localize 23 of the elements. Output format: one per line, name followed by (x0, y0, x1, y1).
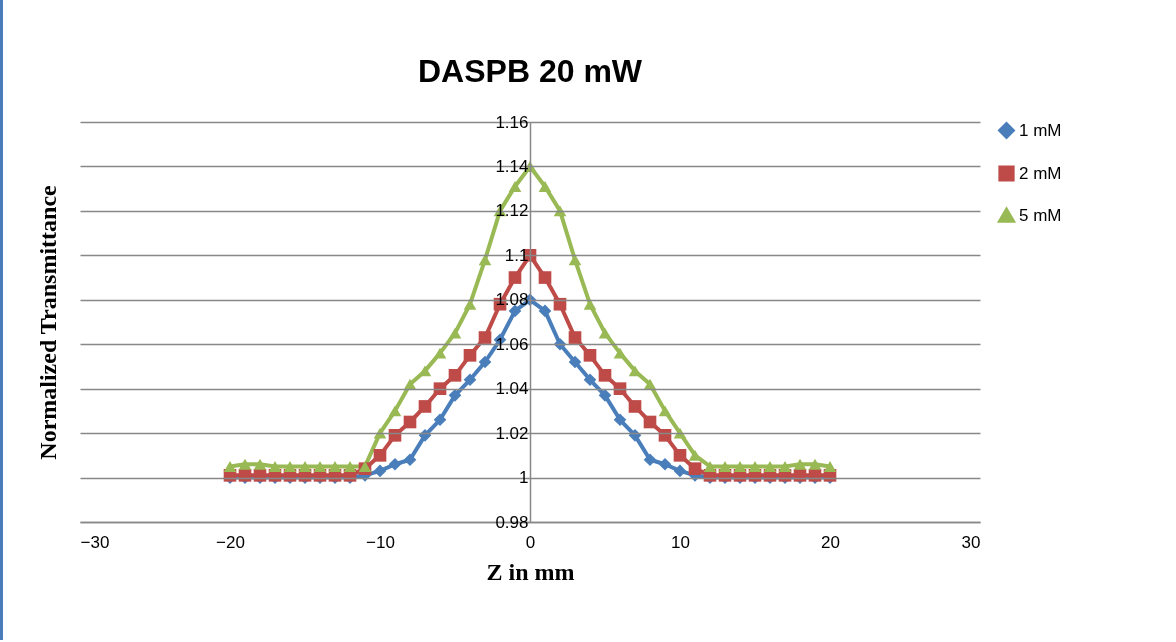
y-tick-label: 0.98 (495, 512, 529, 532)
y-tick-label: 1.02 (495, 423, 529, 443)
x-tick-label: 10 (671, 532, 690, 552)
y-tick-label: 1.16 (495, 112, 529, 132)
y-tick-label: 1.04 (495, 379, 529, 399)
x-axis-title: Z in mm (486, 558, 575, 585)
chart-title: DASPB 20 mW (417, 53, 643, 89)
legend-label: 2 mM (1019, 163, 1062, 183)
y-axis-title: Normalized Transmittance (34, 184, 61, 460)
y-tick-label: 1 (519, 468, 529, 488)
x-tick-label: −20 (216, 532, 245, 552)
x-tick-label: 30 (961, 532, 981, 552)
y-tick-label: 1.1 (504, 245, 529, 265)
x-tick-label: 20 (821, 532, 840, 552)
x-tick-label: −10 (366, 532, 395, 552)
x-tick-label: 0 (525, 532, 536, 552)
y-tick-label: 1.14 (495, 156, 529, 176)
x-tick-label: −30 (80, 532, 110, 552)
legend-label: 5 mM (1019, 205, 1062, 225)
y-tick-label: 1.12 (495, 201, 529, 221)
y-tick-label: 1.08 (495, 290, 529, 310)
legend-label: 1 mM (1019, 120, 1062, 140)
y-tick-label: 1.06 (495, 334, 529, 354)
